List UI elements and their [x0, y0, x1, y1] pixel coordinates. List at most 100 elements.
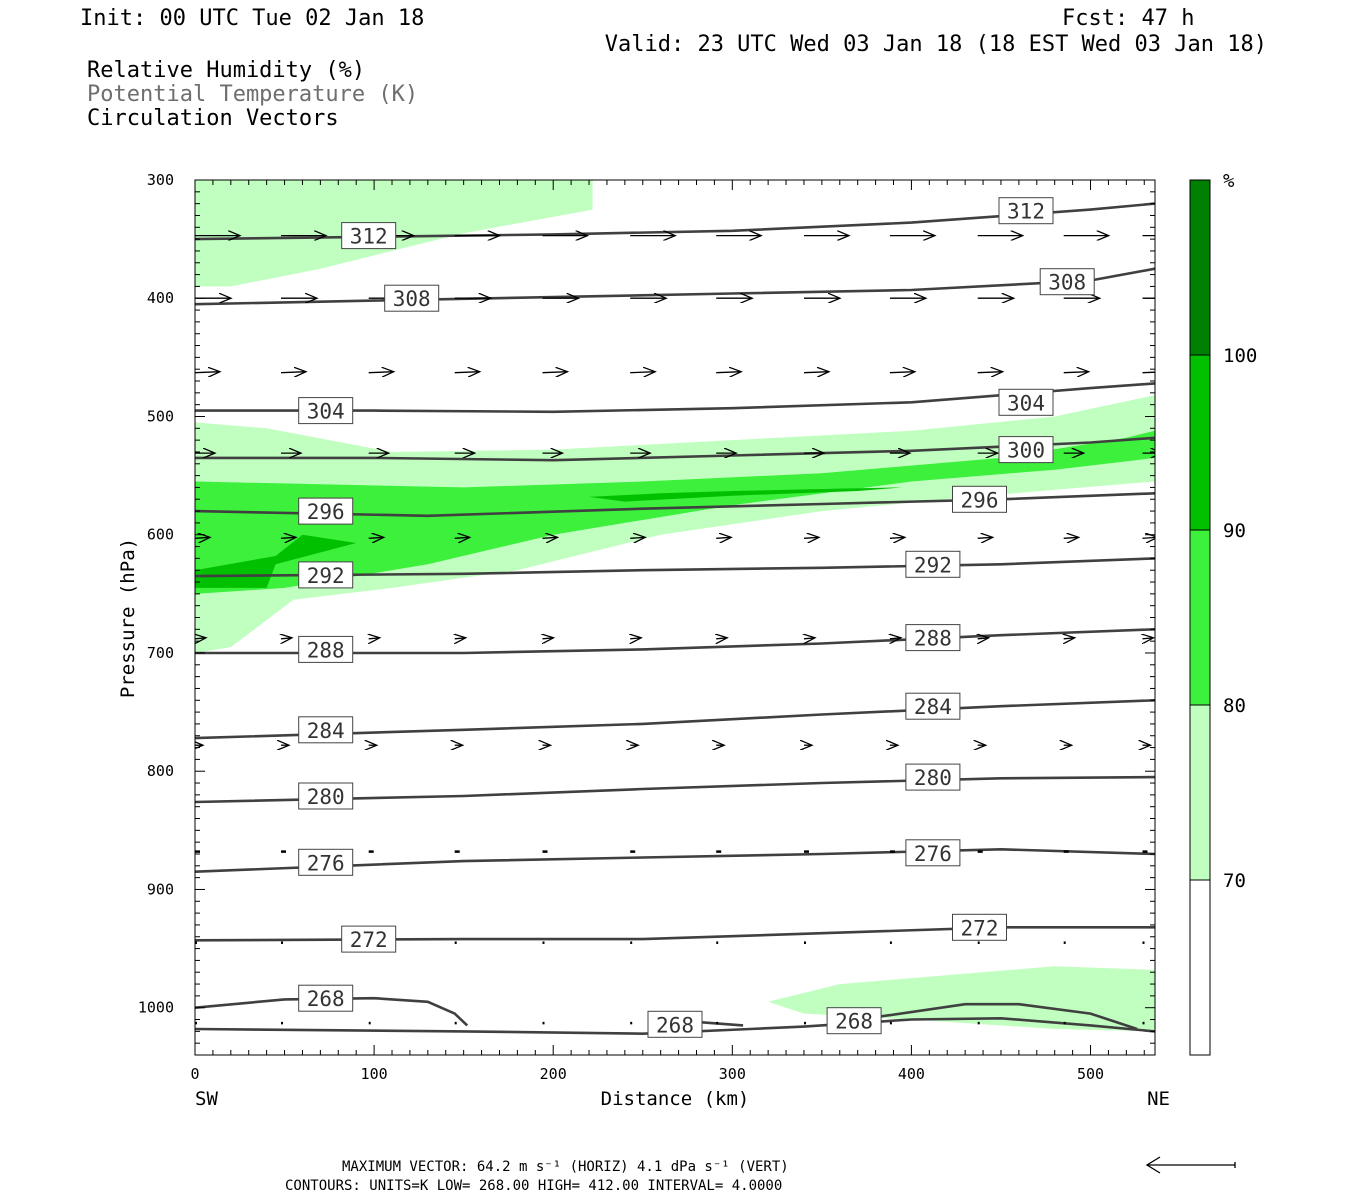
colorbar-segment [1190, 355, 1210, 530]
theta-contour-292 [195, 557, 1155, 578]
init-time: Init: 00 UTC Tue 02 Jan 18 [80, 6, 424, 31]
contour-label-box [298, 848, 354, 876]
contour-label-box [905, 763, 961, 791]
colorbar-segment [1190, 880, 1210, 1055]
rh-shading-layer [195, 180, 1155, 1032]
contour-label: 312 [1007, 200, 1045, 224]
theta-contour-268 [195, 1016, 1155, 1036]
circulation-vector [977, 537, 993, 538]
colorbar-unit: % [1223, 170, 1235, 192]
contour-label: 292 [914, 553, 952, 577]
circulation-vector [977, 372, 1003, 373]
plot-frame [194, 179, 1156, 1056]
x-tick-label: 500 [1077, 1065, 1104, 1083]
contour-label: 292 [307, 564, 345, 588]
theta-contour-268 [875, 1002, 1138, 1031]
contour-label: 288 [307, 638, 345, 662]
contour-label: 312 [350, 225, 388, 249]
contour-label-box [905, 624, 961, 652]
theta-contour-288 [195, 628, 1155, 655]
circulation-vector [1142, 537, 1155, 538]
y-tick-label: 700 [147, 644, 174, 662]
valid-time: Valid: 23 UTC Wed 03 Jan 18 (18 EST Wed … [605, 32, 1267, 57]
circulation-vector [455, 638, 466, 639]
rh-region-90 [589, 487, 903, 502]
circulation-vector [368, 372, 394, 373]
circulation-vector [1064, 638, 1075, 639]
reference-vector-icon [1145, 1156, 1236, 1174]
contour-label: 296 [307, 500, 345, 524]
contour-label-box [298, 561, 354, 589]
circulation-vector [630, 638, 641, 639]
circulation-vector [1142, 371, 1155, 374]
contour-label-box [998, 197, 1054, 225]
contour-label-box [298, 782, 354, 810]
contour-label: 268 [835, 1010, 873, 1034]
x-tick-label: 400 [898, 1065, 925, 1083]
contour-label: 284 [307, 719, 345, 743]
colorbar: 70 80 90 100 [1189, 179, 1257, 1056]
circulation-vector [542, 372, 568, 373]
colorbar-segment [1190, 530, 1210, 705]
circulation-vector [978, 638, 989, 639]
contour-label-box [905, 692, 961, 720]
circulation-vector [890, 638, 901, 639]
y-tick-label: 400 [147, 289, 174, 307]
x-tick-label: 0 [190, 1065, 199, 1083]
circulation-vector [716, 537, 731, 538]
colorbar-level-label: 80 [1223, 695, 1246, 717]
circulation-vector [281, 638, 292, 639]
colorbar-level-label: 90 [1223, 520, 1246, 542]
circulation-vector [803, 537, 819, 538]
contour-label-box [298, 497, 354, 525]
contour-label: 268 [656, 1013, 694, 1037]
colorbar-level-label: 70 [1223, 870, 1246, 892]
theta-contour-308 [195, 267, 1155, 306]
x-tick-label: 200 [540, 1065, 567, 1083]
contour-label-box [1039, 268, 1095, 296]
field-label-vectors: Circulation Vectors [87, 106, 339, 131]
contour-label-layer: 312 312 308 308 304 304 300 296 296 292 292 288 288 2… [298, 197, 1095, 1038]
x-axis-right-end: NE [1147, 1088, 1170, 1110]
circulation-vector [630, 372, 655, 373]
contour-label: 272 [961, 916, 999, 940]
theta-contour-layer [195, 202, 1155, 1036]
contour-label-box [298, 635, 354, 663]
contour-label: 296 [961, 488, 999, 512]
x-axis-label: Distance (km) [601, 1088, 750, 1110]
circulation-vector [804, 638, 815, 639]
contour-label-box [384, 284, 440, 312]
circulation-vector [454, 537, 470, 538]
footer-contours: CONTOURS: UNITS=K LOW= 268.00 HIGH= 412.… [285, 1178, 782, 1194]
contour-label-box [647, 1010, 703, 1038]
axis-ticks: 0 100 200 300 400 500 300 400 500 600 700 800 900 100… [138, 171, 1155, 1083]
circulation-vector [716, 372, 741, 373]
contour-label: 304 [1007, 391, 1045, 415]
rh-region-70 [768, 966, 1155, 1032]
footer-max-vector: MAXIMUM VECTOR: 64.2 m s⁻¹ (HORIZ) 4.1 d… [342, 1159, 789, 1175]
x-axis-left-end: SW [195, 1088, 218, 1110]
theta-contour-280 [195, 775, 1155, 804]
contour-label-box [341, 222, 397, 250]
contour-label-box [298, 397, 354, 425]
y-tick-label: 900 [147, 880, 174, 898]
circulation-vector [280, 372, 306, 373]
circulation-vector [195, 537, 210, 538]
circulation-vector [630, 537, 645, 538]
y-tick-label: 1000 [138, 999, 174, 1017]
circulation-vector-layer [195, 236, 1155, 1025]
contour-label: 300 [1007, 439, 1045, 463]
contour-label: 288 [914, 627, 952, 651]
x-tick-label: 100 [361, 1065, 388, 1083]
colorbar-level-label: 100 [1223, 345, 1257, 367]
colorbar-segment [1190, 705, 1210, 880]
contour-label: 272 [350, 928, 388, 952]
y-axis-label: Pressure (hPa) [117, 538, 139, 698]
circulation-vector [280, 537, 296, 538]
field-label-rh: Relative Humidity (%) [87, 58, 365, 83]
field-label-theta: Potential Temperature (K) [87, 82, 418, 107]
contour-label: 308 [1048, 271, 1086, 295]
y-tick-label: 300 [147, 171, 174, 189]
circulation-vector [716, 638, 727, 639]
